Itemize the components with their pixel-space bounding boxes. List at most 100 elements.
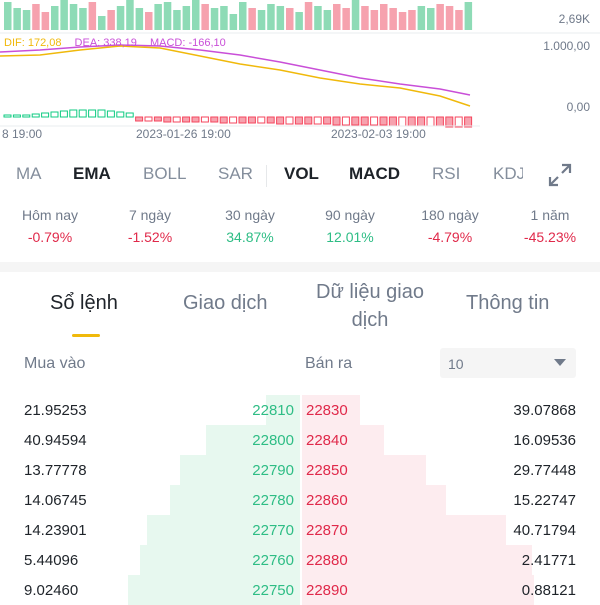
perf-7d: 7 ngày -1.52% bbox=[100, 203, 200, 245]
volume-bar bbox=[370, 10, 379, 30]
indicator-tab-rsi[interactable]: RSI bbox=[432, 164, 461, 183]
volume-bar bbox=[126, 0, 134, 30]
volume-bars bbox=[4, 0, 473, 30]
volume-bar bbox=[154, 4, 162, 30]
macd-histogram-bar bbox=[388, 116, 397, 127]
tab-trades[interactable]: Giao dịch bbox=[183, 292, 268, 314]
tab-order-book[interactable]: Sổ lệnh bbox=[50, 292, 118, 314]
volume-bar bbox=[398, 12, 407, 30]
volume-bar bbox=[163, 2, 172, 30]
macd-legend-value: MACD: -166,10 bbox=[149, 37, 226, 49]
indicator-tab-ema[interactable]: EMA bbox=[73, 164, 111, 183]
volume-bar bbox=[210, 8, 219, 30]
tab-trade-data-line1: Dữ liệu giao bbox=[316, 281, 424, 303]
perf-value: -1.52% bbox=[127, 229, 173, 245]
order-book-row[interactable]: 14.06745 22780 22860 15.22747 bbox=[0, 485, 600, 515]
macd-axis-top-label: 1.000,00 bbox=[543, 39, 590, 53]
order-book-row[interactable]: 40.94594 22800 22840 16.09536 bbox=[0, 425, 600, 455]
bid-quantity: 21.95253 bbox=[24, 402, 87, 419]
volume-bar bbox=[239, 2, 247, 30]
ask-quantity: 0.88121 bbox=[521, 582, 576, 599]
macd-axis-zero-label: 0,00 bbox=[566, 100, 590, 114]
macd-histogram-bar bbox=[210, 116, 219, 123]
order-book-row[interactable]: 14.23901 22770 22870 40.71794 bbox=[0, 515, 600, 545]
main-tabs: Sổ lệnh Giao dịch Dữ liệu giao dịch Thôn… bbox=[0, 272, 600, 342]
volume-bar bbox=[267, 4, 275, 30]
volume-bar bbox=[304, 2, 313, 30]
order-book-row[interactable]: 5.44096 22760 22880 2.41771 bbox=[0, 545, 600, 575]
indicator-tab-ma[interactable]: MA bbox=[16, 164, 42, 183]
performance-row: Hôm nay -0.79% 7 ngày -1.52% 30 ngày 34.… bbox=[0, 203, 600, 258]
volume-bar bbox=[408, 10, 416, 30]
volume-bar bbox=[333, 4, 341, 30]
bid-depth-bar bbox=[180, 455, 300, 485]
indicator-tab-boll[interactable]: BOLL bbox=[143, 164, 187, 183]
bid-depth-bar bbox=[170, 485, 300, 515]
order-book-row[interactable]: 21.95253 22810 22830 39.07868 bbox=[0, 395, 600, 425]
price-chart[interactable]: 2,69K DIF: 172,08 DEA: 338,19 MACD: -166… bbox=[0, 0, 600, 145]
bid-quantity: 13.77778 bbox=[24, 462, 87, 479]
chart-canvas[interactable] bbox=[0, 0, 600, 145]
ask-depth-bar bbox=[302, 455, 426, 485]
indicator-tab-vol[interactable]: VOL bbox=[284, 164, 319, 183]
bid-depth-bar bbox=[206, 425, 300, 455]
perf-value: -45.23% bbox=[523, 229, 577, 245]
time-label: 2023-02-03 19:00 bbox=[331, 127, 426, 141]
ask-price: 22880 bbox=[306, 552, 348, 569]
macd-histogram bbox=[3, 109, 473, 128]
perf-value: 34.87% bbox=[226, 229, 274, 245]
bid-depth-bar bbox=[147, 515, 300, 545]
sell-header: Bán ra bbox=[305, 355, 353, 372]
active-tab-indicator bbox=[72, 334, 100, 337]
bid-quantity: 14.23901 bbox=[24, 522, 87, 539]
indicator-tab-macd[interactable]: MACD bbox=[349, 164, 400, 183]
volume-bar bbox=[116, 6, 125, 30]
ask-depth-bar bbox=[302, 515, 506, 545]
macd-histogram-bar bbox=[313, 116, 322, 125]
indicator-divider bbox=[266, 165, 267, 187]
perf-value: -4.79% bbox=[427, 229, 473, 245]
macd-histogram-bar bbox=[59, 110, 68, 118]
volume-bar bbox=[22, 10, 31, 30]
order-book-row[interactable]: 13.77778 22790 22850 29.77448 bbox=[0, 455, 600, 485]
macd-histogram-bar bbox=[191, 116, 200, 123]
macd-histogram-bar bbox=[323, 116, 332, 125]
macd-histogram-bar bbox=[22, 114, 31, 118]
tab-trade-data[interactable]: Dữ liệu giao dịch bbox=[310, 278, 430, 334]
volume-bar bbox=[107, 10, 115, 30]
macd-histogram-bar bbox=[182, 116, 191, 123]
ask-quantity: 40.71794 bbox=[513, 522, 576, 539]
macd-histogram-bar bbox=[332, 116, 341, 126]
volume-bar bbox=[248, 8, 256, 30]
perf-value: 12.01% bbox=[326, 229, 374, 245]
bid-quantity: 5.44096 bbox=[24, 552, 79, 569]
ask-depth-bar bbox=[302, 395, 360, 425]
macd-histogram-bar bbox=[50, 111, 59, 118]
bid-price: 22800 bbox=[252, 432, 294, 449]
volume-bar bbox=[220, 6, 228, 30]
macd-histogram-bar bbox=[266, 116, 275, 124]
ask-quantity: 2.41771 bbox=[521, 552, 576, 569]
tab-info[interactable]: Thông tin bbox=[466, 292, 550, 314]
dea-line bbox=[0, 44, 471, 96]
ask-quantity: 15.22747 bbox=[513, 492, 576, 509]
indicator-tabs: MA EMA BOLL SAR VOL MACD RSI KDJ bbox=[0, 155, 600, 193]
depth-select[interactable]: 10 bbox=[440, 348, 576, 378]
macd-histogram-bar bbox=[97, 109, 106, 118]
ask-quantity: 16.09536 bbox=[513, 432, 576, 449]
macd-histogram-bar bbox=[294, 116, 303, 125]
volume-bar bbox=[182, 6, 191, 30]
order-book-row[interactable]: 9.02460 22750 22890 0.88121 bbox=[0, 575, 600, 605]
volume-bar bbox=[41, 12, 50, 30]
buy-header: Mua vào bbox=[24, 355, 86, 372]
perf-value: -0.79% bbox=[27, 229, 73, 245]
ask-price: 22860 bbox=[306, 492, 348, 509]
expand-arrows-icon[interactable] bbox=[546, 161, 574, 189]
indicator-tab-sar[interactable]: SAR bbox=[218, 164, 253, 183]
volume-bar bbox=[51, 6, 59, 30]
indicator-tab-kdj[interactable]: KDJ bbox=[493, 164, 523, 183]
macd-histogram-bar bbox=[106, 110, 115, 118]
bid-price: 22780 bbox=[252, 492, 294, 509]
perf-label: 90 ngày bbox=[325, 207, 375, 223]
volume-axis-label: 2,69K bbox=[558, 12, 590, 26]
